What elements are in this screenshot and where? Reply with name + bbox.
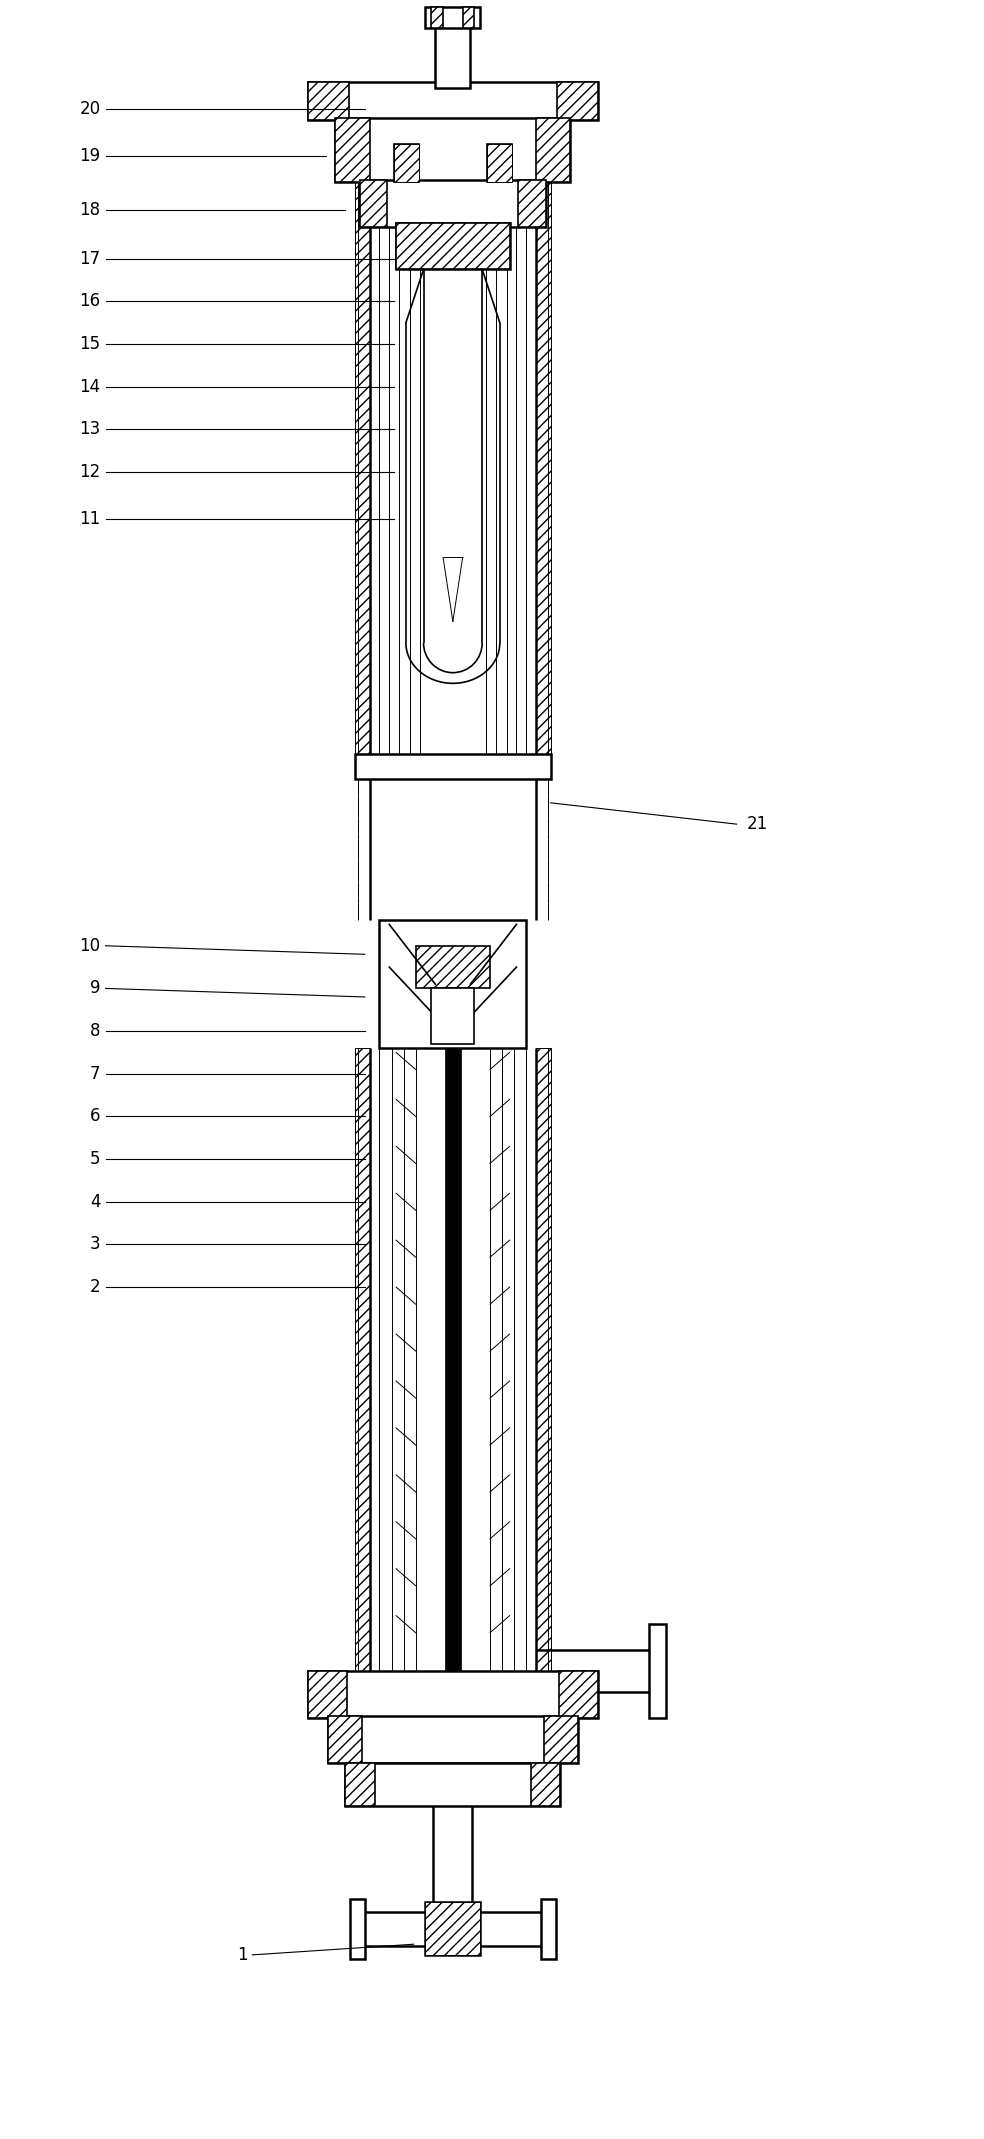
- Bar: [431, 988, 474, 1044]
- Text: 14: 14: [80, 379, 100, 396]
- Bar: [350, 1899, 365, 1959]
- Bar: [487, 143, 512, 182]
- Text: 4: 4: [91, 1194, 100, 1211]
- Bar: [536, 118, 571, 182]
- Text: 5: 5: [91, 1151, 100, 1168]
- Bar: [360, 180, 546, 227]
- Text: 7: 7: [91, 1065, 100, 1082]
- Bar: [557, 81, 597, 120]
- Text: 20: 20: [80, 101, 100, 118]
- Bar: [531, 1763, 561, 1805]
- Bar: [559, 1671, 597, 1718]
- Bar: [536, 120, 551, 774]
- Bar: [544, 1715, 579, 1763]
- Text: 15: 15: [80, 336, 100, 353]
- Text: 11: 11: [80, 509, 100, 528]
- Bar: [328, 1715, 579, 1763]
- Bar: [397, 222, 510, 270]
- Bar: [395, 143, 418, 182]
- Bar: [328, 1715, 362, 1763]
- Bar: [519, 180, 546, 227]
- Text: 10: 10: [80, 937, 100, 954]
- Bar: [536, 1048, 551, 1671]
- Bar: [541, 1899, 556, 1959]
- Bar: [360, 180, 388, 227]
- Bar: [355, 753, 551, 779]
- Text: 8: 8: [91, 1022, 100, 1040]
- Bar: [648, 1624, 666, 1718]
- Bar: [308, 81, 597, 120]
- Text: 12: 12: [80, 464, 100, 481]
- Bar: [435, 13, 470, 88]
- Bar: [487, 143, 512, 182]
- Text: 16: 16: [80, 293, 100, 310]
- Bar: [395, 143, 418, 182]
- Bar: [445, 1048, 461, 1671]
- Text: 18: 18: [80, 201, 100, 218]
- Text: 21: 21: [747, 815, 768, 834]
- Bar: [345, 1763, 375, 1805]
- Bar: [308, 1671, 347, 1718]
- Text: 1: 1: [237, 1946, 247, 1964]
- Text: 19: 19: [80, 148, 100, 165]
- Bar: [536, 83, 548, 766]
- Text: 9: 9: [91, 980, 100, 997]
- Bar: [355, 1048, 370, 1671]
- Bar: [308, 1671, 597, 1718]
- Bar: [336, 118, 370, 182]
- Bar: [345, 1763, 561, 1805]
- Bar: [336, 118, 571, 182]
- Text: 3: 3: [90, 1236, 100, 1253]
- Bar: [431, 6, 443, 28]
- Bar: [425, 1902, 480, 1955]
- Text: 2: 2: [90, 1279, 100, 1296]
- Bar: [308, 81, 349, 120]
- Bar: [380, 920, 526, 1048]
- Text: 17: 17: [80, 250, 100, 267]
- Bar: [415, 945, 490, 988]
- Bar: [358, 83, 370, 766]
- Text: 6: 6: [91, 1108, 100, 1125]
- Bar: [355, 120, 370, 774]
- Bar: [397, 222, 510, 270]
- Bar: [425, 6, 480, 28]
- Bar: [425, 1902, 480, 1955]
- Text: 13: 13: [80, 421, 100, 438]
- Bar: [462, 6, 474, 28]
